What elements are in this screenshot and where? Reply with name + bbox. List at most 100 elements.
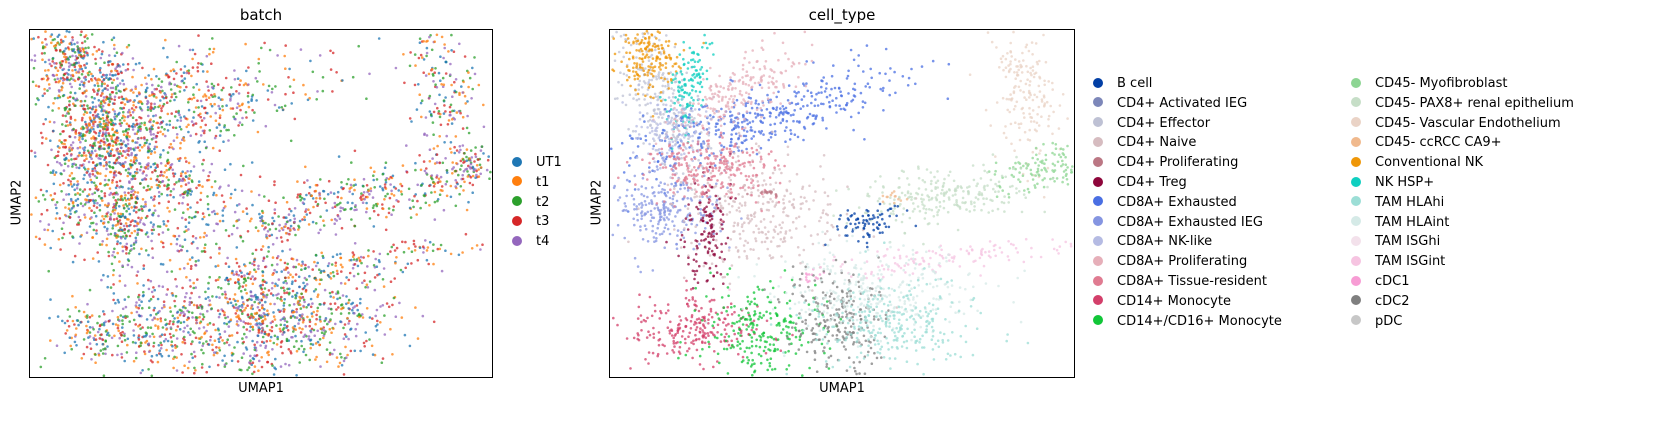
scatter-point — [94, 114, 98, 118]
scatter-point — [257, 193, 261, 197]
scatter-point — [690, 96, 693, 99]
scatter-point — [642, 142, 645, 145]
scatter-point — [472, 169, 476, 172]
scatter-point — [122, 110, 125, 114]
scatter-point — [319, 320, 322, 323]
scatter-point — [107, 78, 111, 81]
scatter-point — [115, 148, 119, 151]
scatter-point — [314, 253, 318, 257]
scatter-point — [99, 219, 103, 223]
scatter-point — [258, 70, 261, 73]
scatter-point — [265, 333, 269, 336]
scatter-point — [285, 320, 289, 324]
scatter-point — [237, 265, 241, 268]
scatter-point — [408, 117, 412, 120]
scatter-point — [230, 334, 234, 337]
scatter-point — [675, 126, 678, 129]
scatter-point — [125, 149, 129, 152]
scatter-point — [648, 35, 651, 39]
scatter-point — [136, 146, 140, 149]
scatter-point — [86, 53, 89, 57]
scatter-point — [107, 143, 111, 146]
scatter-point — [278, 327, 282, 331]
scatter-point — [172, 68, 175, 71]
scatter-point — [136, 222, 140, 226]
scatter-point — [879, 87, 882, 91]
scatter-point — [438, 247, 442, 251]
scatter-point — [462, 170, 466, 173]
scatter-point — [708, 42, 712, 46]
scatter-point — [257, 229, 260, 233]
scatter-point — [671, 133, 675, 137]
scatter-point — [347, 178, 350, 181]
scatter-point — [214, 111, 217, 115]
scatter-point — [120, 143, 123, 146]
scatter-point — [657, 71, 661, 74]
scatter-point — [112, 203, 116, 206]
scatter-point — [350, 258, 353, 262]
scatter-point — [211, 37, 214, 40]
scatter-point — [171, 314, 175, 318]
scatter-point — [349, 327, 353, 331]
scatter-point — [800, 98, 804, 101]
scatter-point — [775, 106, 779, 109]
scatter-point — [340, 356, 343, 359]
scatter-point — [106, 118, 109, 122]
scatter-point — [274, 357, 277, 361]
scatter-point — [194, 264, 198, 267]
scatter-point — [440, 35, 444, 39]
scatter-point — [147, 114, 150, 118]
scatter-point — [761, 113, 764, 117]
scatter-point — [418, 41, 422, 44]
scatter-point — [354, 334, 358, 338]
scatter-point — [422, 71, 426, 74]
scatter-point — [105, 161, 108, 164]
scatter-point — [353, 312, 356, 315]
scatter-point — [173, 98, 176, 102]
scatter-point — [127, 252, 131, 255]
scatter-point — [631, 129, 635, 133]
scatter-point — [181, 177, 185, 181]
scatter-point — [139, 182, 142, 185]
scatter-point — [99, 66, 102, 70]
scatter-point — [96, 321, 99, 325]
scatter-point — [355, 287, 359, 290]
scatter-point — [208, 52, 211, 56]
scatter-point — [691, 89, 694, 92]
scatter-point — [80, 154, 83, 157]
scatter-point — [346, 316, 349, 320]
scatter-point — [232, 115, 235, 119]
scatter-point — [293, 207, 297, 210]
scatter-point — [365, 339, 368, 343]
scatter-point — [235, 315, 238, 319]
scatter-point — [228, 343, 231, 347]
scatter-point — [386, 252, 390, 256]
scatter-point — [191, 57, 194, 61]
scatter-point — [271, 281, 274, 285]
scatter-point — [286, 226, 290, 230]
scatter-point — [173, 83, 177, 86]
scatter-point — [698, 122, 701, 126]
scatter-point — [79, 55, 83, 58]
scatter-point — [636, 33, 639, 36]
scatter-point — [412, 239, 416, 243]
scatter-point — [179, 193, 182, 197]
scatter-point — [814, 98, 817, 101]
scatter-point — [157, 344, 161, 347]
scatter-point — [403, 81, 406, 85]
scatter-point — [126, 263, 130, 267]
scatter-point — [119, 332, 122, 335]
scatter-point — [667, 53, 671, 57]
scatter-point — [112, 269, 115, 272]
scatter-point — [469, 159, 472, 162]
scatter-point — [284, 276, 287, 280]
scatter-point — [438, 161, 442, 165]
scatter-point — [67, 61, 71, 65]
scatter-point — [685, 71, 688, 75]
scatter-point — [88, 331, 92, 334]
scatter-point — [197, 88, 201, 92]
scatter-point — [115, 191, 118, 194]
scatter-point — [99, 122, 102, 126]
scatter-point — [628, 57, 631, 61]
scatter-point — [314, 358, 317, 361]
